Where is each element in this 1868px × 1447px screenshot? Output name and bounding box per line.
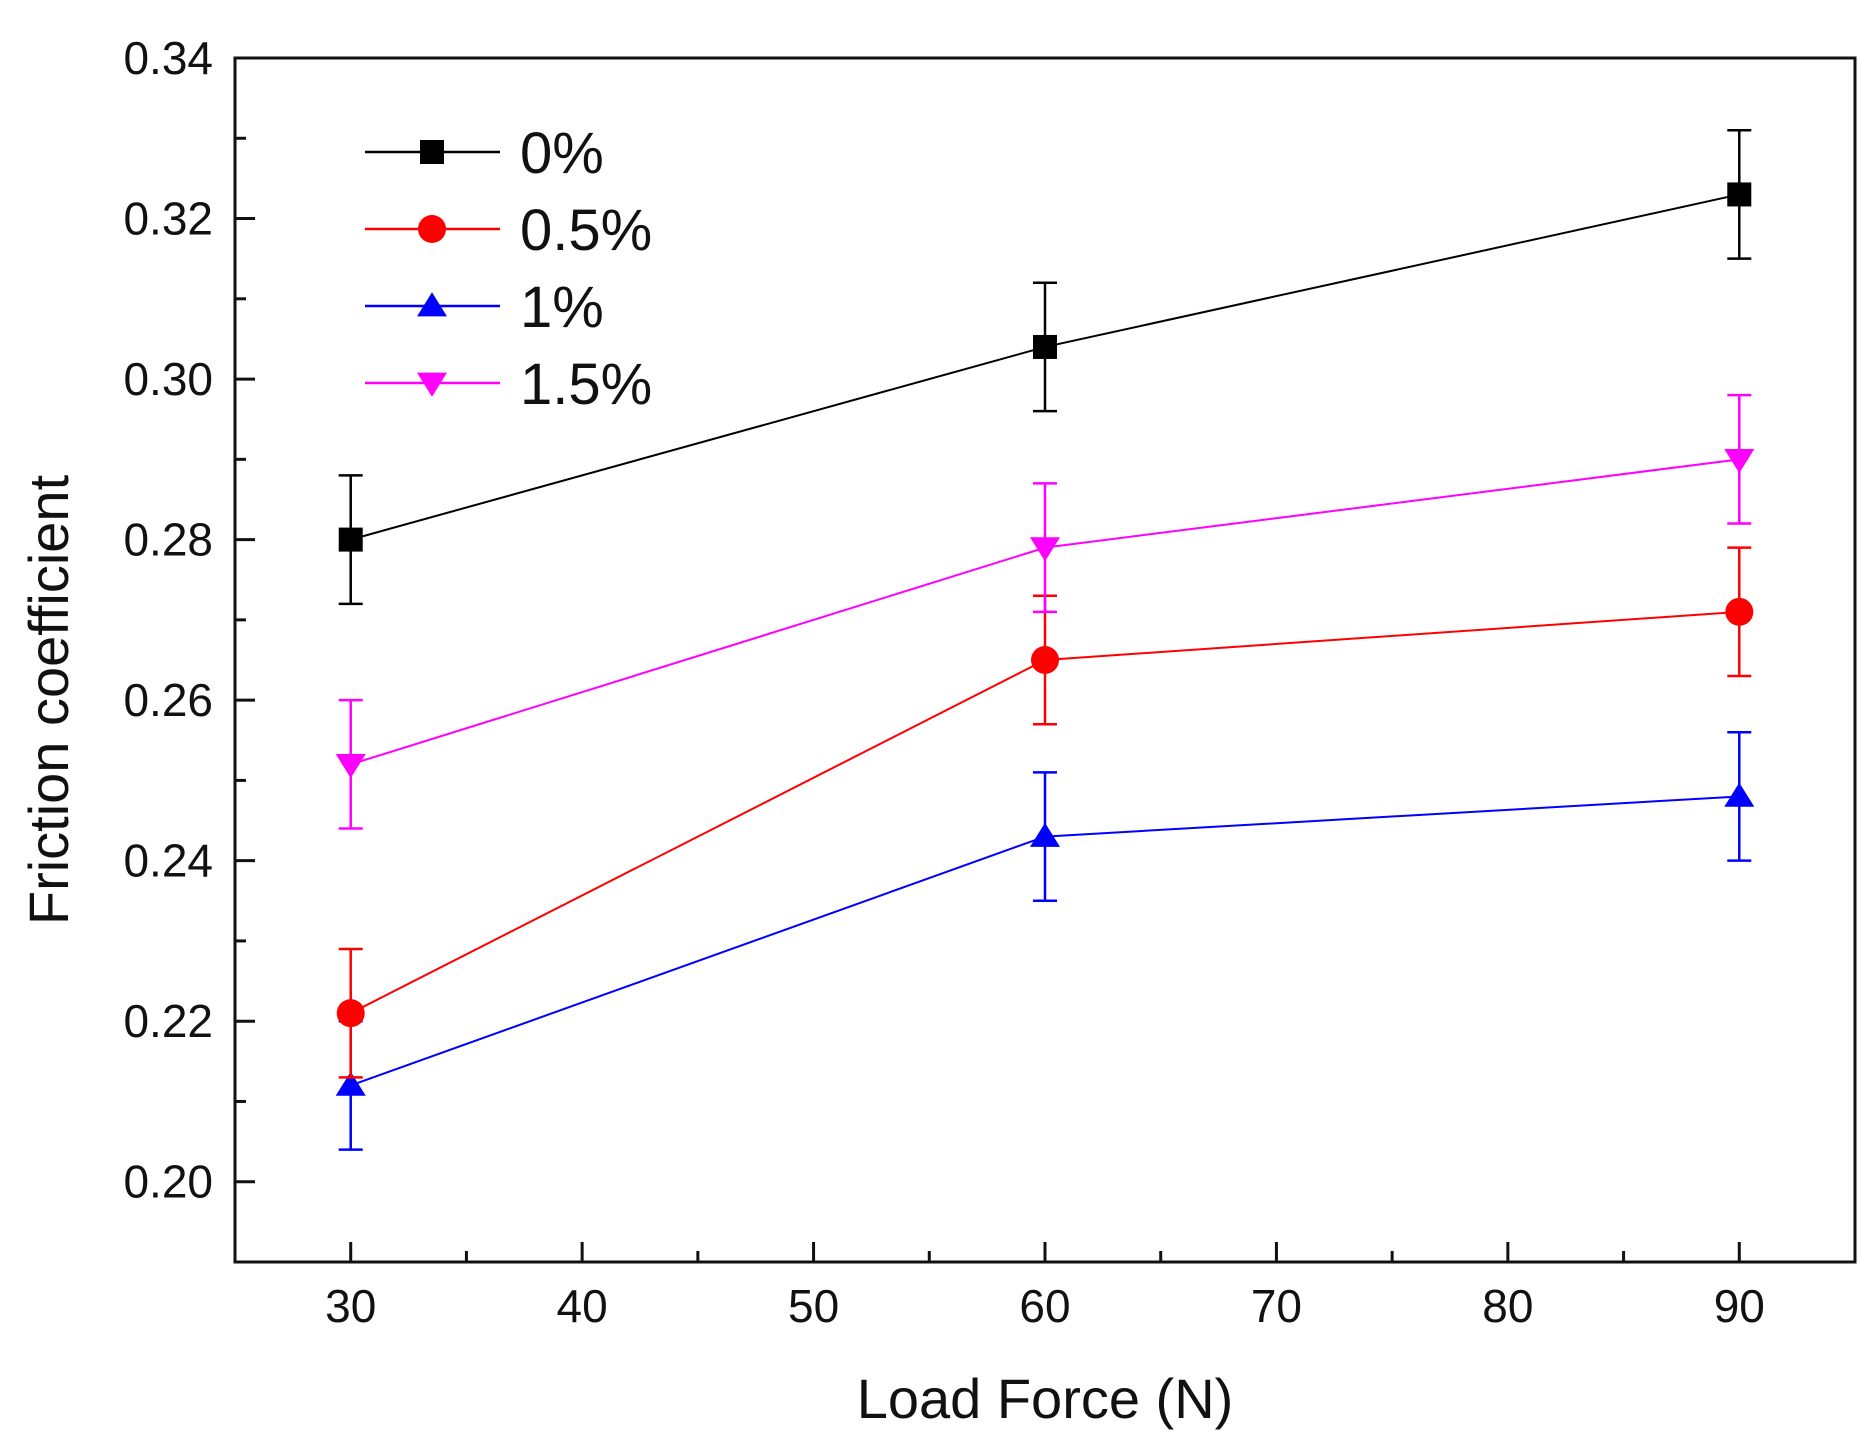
legend-label: 0% xyxy=(520,121,604,186)
series-1% xyxy=(335,730,1755,1151)
legend-marker xyxy=(420,140,444,164)
series-0.5% xyxy=(336,546,1754,1079)
legend-item-1%: 1% xyxy=(365,275,604,340)
data-point xyxy=(1031,646,1059,674)
y-tick-label: 0.26 xyxy=(123,674,213,726)
legend-label: 0.5% xyxy=(520,198,652,263)
y-tick-label: 0.30 xyxy=(123,353,213,405)
data-point xyxy=(1033,334,1057,359)
x-tick-label: 40 xyxy=(557,1280,608,1332)
y-tick-label: 0.24 xyxy=(123,835,213,887)
legend: 0% 0.5% 1% 1.5% xyxy=(365,121,652,417)
legend-marker xyxy=(417,292,447,317)
legend-marker xyxy=(418,215,446,243)
series-0% xyxy=(338,128,1752,606)
data-point xyxy=(1030,822,1060,847)
x-axis-title: Load Force (N) xyxy=(857,1367,1234,1430)
legend-label: 1.5% xyxy=(520,352,652,417)
x-tick-label: 30 xyxy=(325,1280,376,1332)
axes: 30 40 50 60 70 80 90 0.20 0.22 0.24 0.26 0.28 0.30 0.… xyxy=(123,32,1857,1332)
data-point xyxy=(336,999,365,1028)
data-point xyxy=(1725,597,1754,626)
y-tick-label: 0.28 xyxy=(123,514,213,566)
data-point xyxy=(335,1071,366,1096)
x-tick-label: 80 xyxy=(1482,1280,1533,1332)
y-tick-label: 0.34 xyxy=(123,32,213,84)
x-tick-label: 90 xyxy=(1714,1280,1765,1332)
data-point xyxy=(1030,537,1060,562)
y-tick-label: 0.32 xyxy=(123,193,213,245)
data-point xyxy=(1727,182,1752,207)
y-tick-label: 0.20 xyxy=(123,1156,213,1208)
legend-item-0%: 0% xyxy=(365,121,604,186)
legend-marker xyxy=(417,372,447,397)
y-axis-title: Friction coefficient xyxy=(17,474,80,925)
x-tick-label: 50 xyxy=(788,1280,839,1332)
legend-label: 1% xyxy=(520,275,604,340)
legend-item-1.5%: 1.5% xyxy=(365,352,652,417)
data-point xyxy=(1724,782,1755,807)
legend-item-0.5%: 0.5% xyxy=(365,198,652,263)
data-point xyxy=(1724,448,1755,474)
data-point xyxy=(338,527,363,552)
series-1.5% xyxy=(335,393,1755,830)
x-tick-label: 70 xyxy=(1251,1280,1302,1332)
y-tick-label: 0.22 xyxy=(123,995,213,1047)
data-point xyxy=(335,753,366,779)
series-layer xyxy=(335,128,1755,1151)
x-tick-label: 60 xyxy=(1019,1280,1070,1332)
